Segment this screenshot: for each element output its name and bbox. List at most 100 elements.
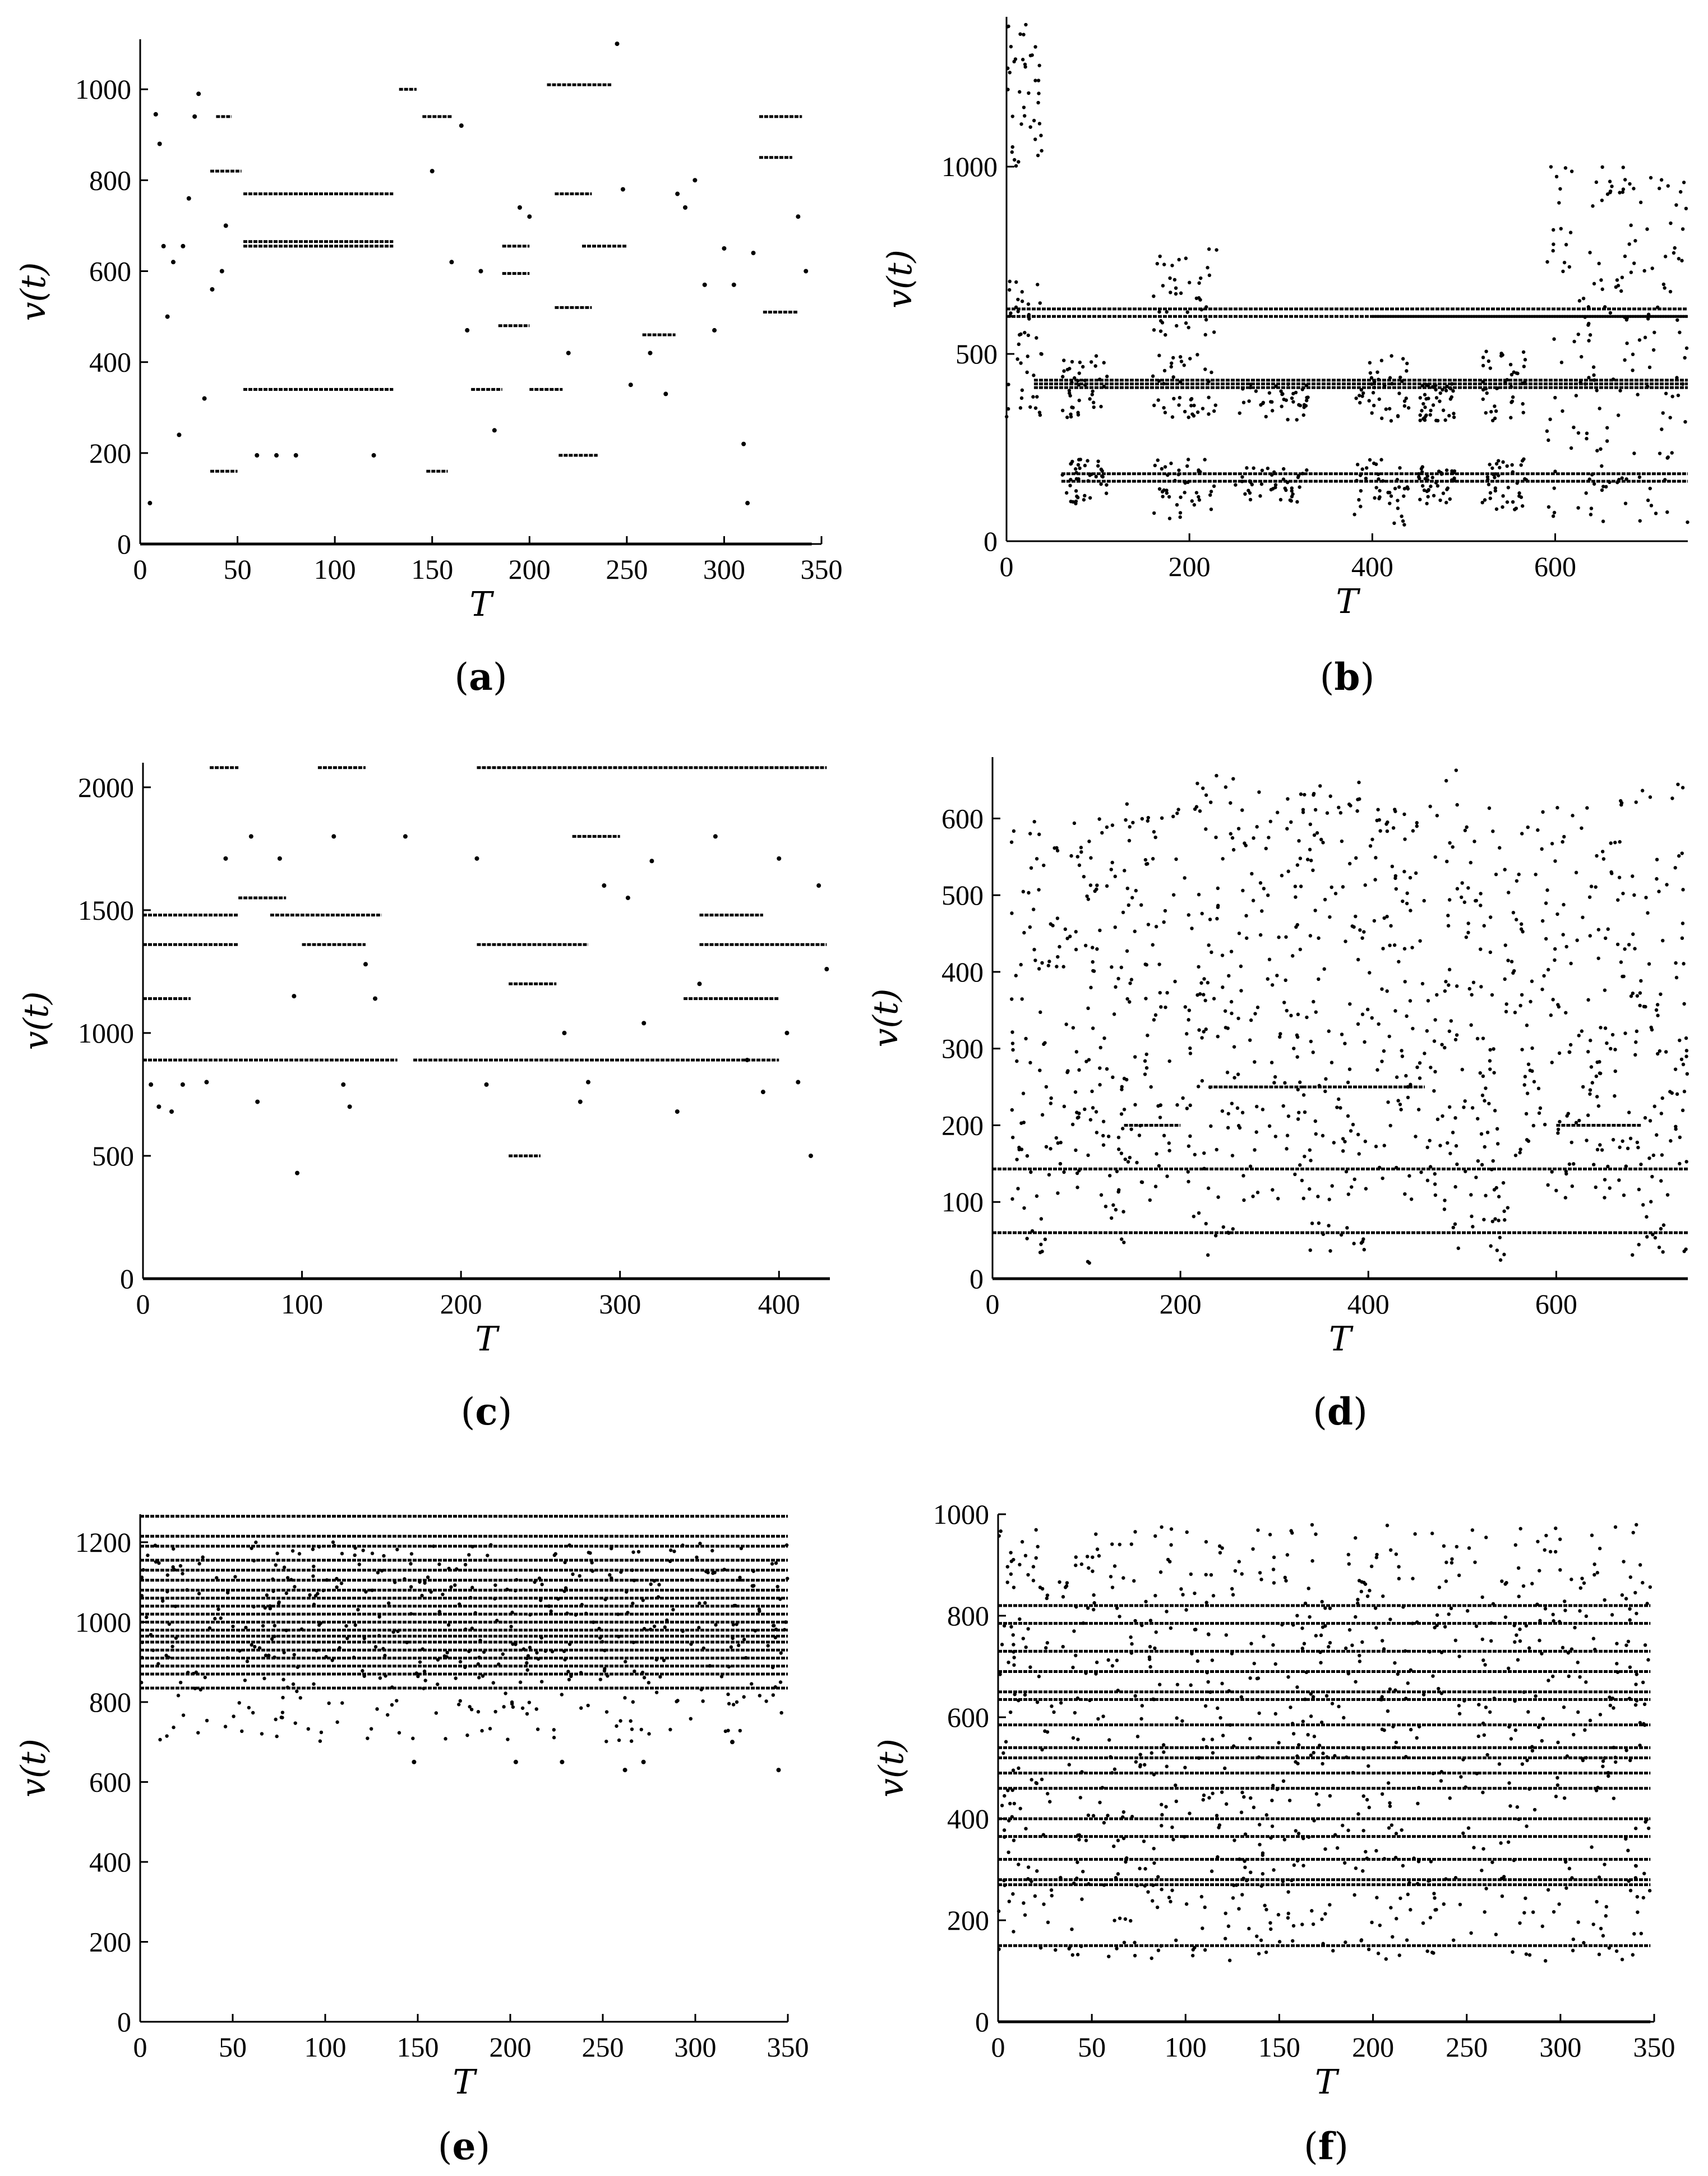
data-point [1448,1796,1452,1800]
data-point [1651,1233,1655,1237]
data-point [493,1597,497,1601]
data-point [1603,1178,1607,1182]
data-point [331,834,336,839]
data-point [160,1599,165,1603]
data-point [1515,481,1519,485]
data-point [1503,1218,1507,1222]
data-point [1301,1836,1305,1841]
y-tick-label: 0 [117,2006,131,2037]
data-point [1335,1846,1340,1850]
data-point [1080,1770,1084,1774]
data-point [1130,896,1134,900]
data-point [1603,305,1607,309]
data-point [1547,1679,1550,1682]
data-point [1198,809,1202,813]
data-point [1028,1061,1032,1065]
data-point [1344,1169,1349,1174]
data-point [1544,937,1548,941]
data-point [1225,1071,1230,1075]
data-point [1049,1096,1053,1100]
data-point [1296,1087,1300,1092]
data-point [1673,1067,1678,1071]
data-point [1373,496,1377,500]
data-point [340,1701,344,1705]
data-point [403,834,408,839]
data-point [1104,1817,1108,1821]
data-point [1615,1670,1620,1674]
data-point [1179,359,1184,363]
data-point [1285,1147,1289,1151]
data-point [1453,1185,1457,1189]
data-point [1567,265,1572,269]
data-point [1017,342,1021,347]
data-point [1648,1119,1652,1123]
data-point [1232,1838,1236,1842]
data-point [1590,1533,1594,1537]
data-point [1200,1079,1204,1083]
data-point [455,1567,459,1571]
data-point [1342,1861,1347,1865]
data-point [1458,1902,1462,1907]
data-point [1481,1847,1485,1851]
data-point [1606,1771,1610,1775]
data-point [1255,1104,1259,1109]
data-point [362,1636,366,1640]
data-point [1411,1026,1415,1031]
data-point [1239,1810,1244,1814]
data-point [1406,1095,1410,1100]
data-point [1121,910,1125,915]
data-point [1018,90,1022,94]
data-point [1240,1790,1244,1795]
data-point [1397,1953,1401,1957]
data-point [207,1626,212,1630]
data-point [1296,1832,1301,1836]
data-point [1401,357,1405,361]
data-point [1308,1148,1312,1152]
data-point [1285,827,1289,831]
data-point [1006,66,1010,70]
data-point [1406,1681,1410,1685]
data-point [1023,1913,1027,1917]
data-point [693,178,698,183]
data-point [1236,827,1241,831]
data-point [1657,889,1661,893]
data-point [1072,1629,1076,1633]
data-point [738,1575,742,1579]
data-point [1405,891,1409,895]
data-point [476,1710,481,1714]
data-point [808,1153,813,1158]
data-point [1481,1074,1485,1078]
data-point [1034,1528,1038,1532]
data-point [1684,1247,1688,1251]
data-point [1187,1179,1190,1184]
data-point [630,1568,634,1573]
data-point [1123,1157,1127,1161]
data-point [1504,1580,1508,1585]
data-point [1508,362,1513,367]
data-point [536,1727,540,1731]
data-point [1231,848,1236,852]
y-tick-label: 400 [89,347,131,378]
data-point [1196,1085,1201,1089]
data-point [1631,1953,1635,1957]
data-point [1030,1229,1035,1233]
data-point [1657,1245,1661,1250]
data-point [1073,1711,1077,1715]
data-point [1012,1663,1016,1667]
data-point [1455,1162,1459,1167]
data-point [1551,998,1555,1002]
data-point [1543,1548,1547,1552]
data-point [1281,467,1286,471]
data-point [1100,831,1104,835]
data-point [1130,1642,1134,1646]
data-point [745,1058,750,1063]
data-point [1125,802,1129,806]
data-point [1031,1579,1036,1583]
data-point [1623,254,1627,259]
data-point [1168,276,1172,280]
data-point [1431,403,1435,407]
data-point [1228,1723,1232,1727]
data-point [1009,311,1013,315]
data-point [520,1706,525,1710]
data-point [257,1646,262,1650]
